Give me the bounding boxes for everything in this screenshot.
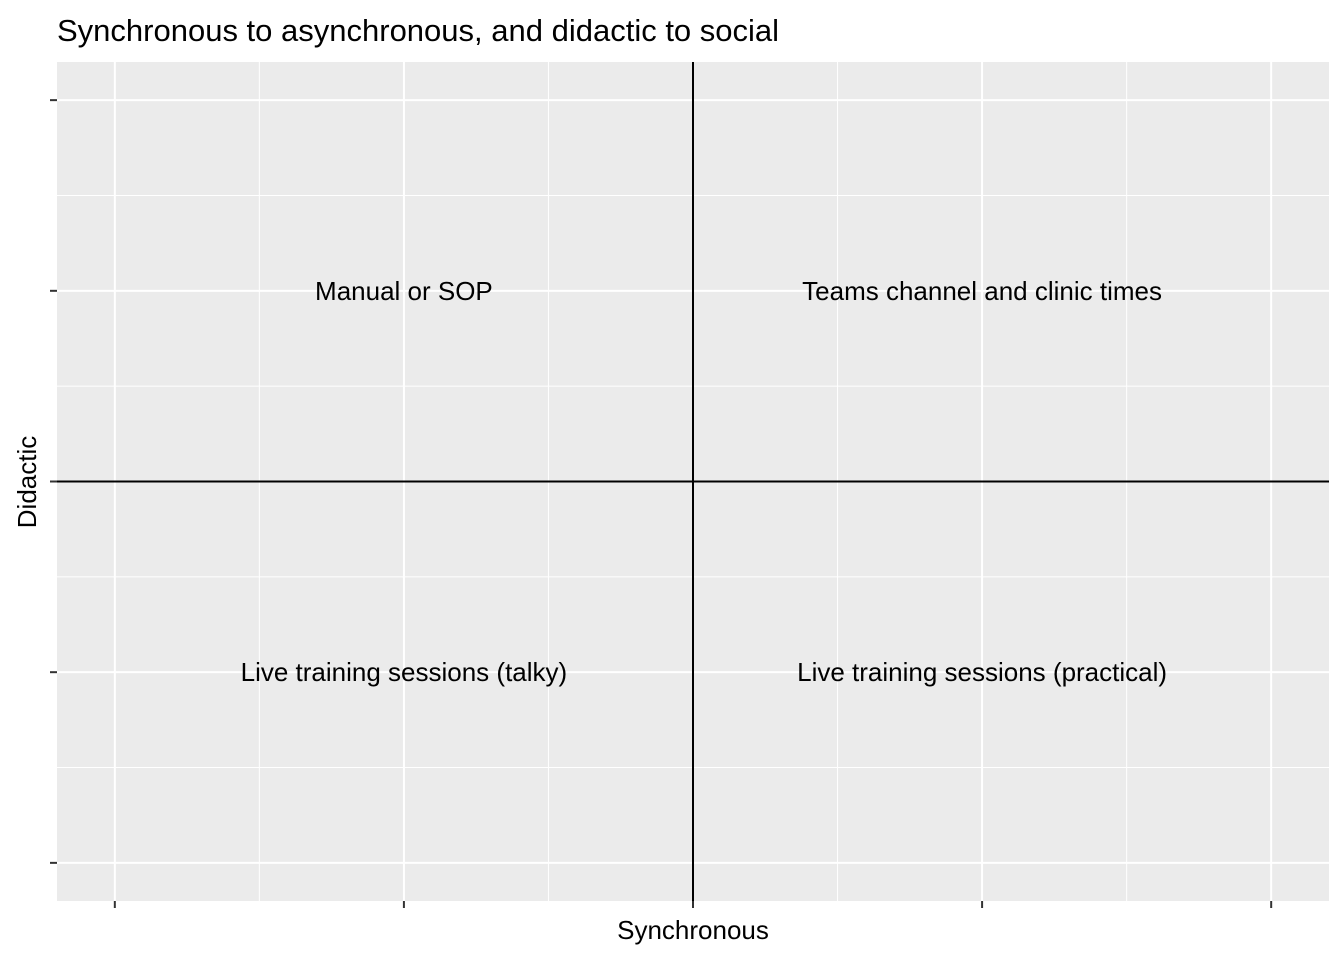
quadrant-label: Live training sessions (talky) [241, 657, 568, 687]
axis-ticks [50, 99, 1273, 908]
quadrant-label: Live training sessions (practical) [797, 657, 1167, 687]
y-axis-title: Didactic [12, 436, 42, 528]
quadrant-label: Manual or SOP [315, 276, 493, 306]
quadrant-label: Teams channel and clinic times [802, 276, 1162, 306]
quadrant-labels: Manual or SOP Teams channel and clinic ti… [241, 276, 1167, 687]
chart-title: Synchronous to asynchronous, and didacti… [57, 13, 779, 48]
x-axis-title: Synchronous [617, 915, 769, 945]
